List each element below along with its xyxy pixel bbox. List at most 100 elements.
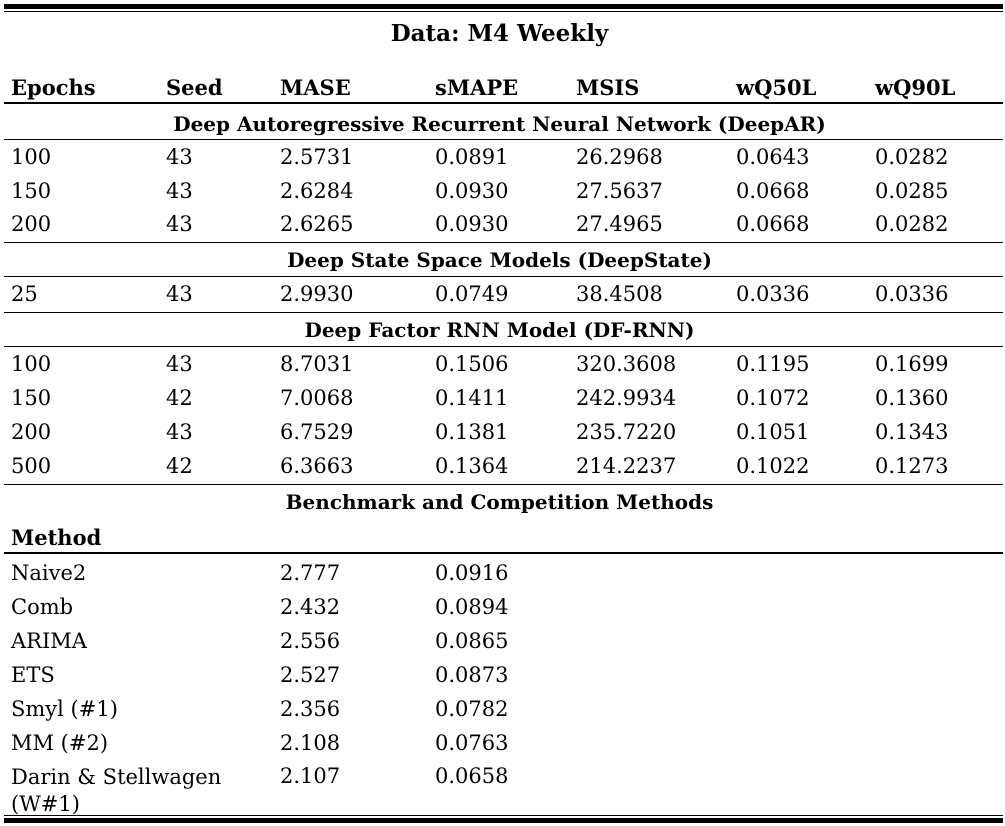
method-name: Smyl (#1) <box>11 697 118 721</box>
section-rule <box>4 312 1003 313</box>
method-header-rule <box>4 552 1003 554</box>
cell: 100 <box>11 145 52 169</box>
table-row: 100 43 2.5731 0.0891 26.2968 0.0643 0.02… <box>0 145 999 177</box>
method-name: MM (#2) <box>11 731 109 755</box>
cell: 6.7529 <box>280 420 354 444</box>
method-name: Naive2 <box>11 561 87 585</box>
method-name: Comb <box>11 595 74 619</box>
cell: 2.432 <box>280 595 341 619</box>
cell: 0.0749 <box>435 282 509 306</box>
section-benchmark-title: Benchmark and Competition Methods <box>285 490 714 514</box>
cell: 2.108 <box>280 731 341 755</box>
cell: 0.1072 <box>736 386 810 410</box>
cell: 43 <box>166 282 193 306</box>
table-row: 100 43 8.7031 0.1506 320.3608 0.1195 0.1… <box>0 352 999 384</box>
section-rule <box>4 484 1003 485</box>
cell: 2.6265 <box>280 212 354 236</box>
cell: 0.0873 <box>435 663 509 687</box>
cell: 2.356 <box>280 697 341 721</box>
cell: 0.0643 <box>736 145 810 169</box>
cell: 242.9934 <box>576 386 677 410</box>
cell: 43 <box>166 420 193 444</box>
cell: 0.0782 <box>435 697 509 721</box>
cell: 200 <box>11 420 52 444</box>
cell: 0.1364 <box>435 454 509 478</box>
top-rule-thick <box>4 4 1003 9</box>
col-smape: sMAPE <box>435 75 519 100</box>
cell: 0.0285 <box>875 179 949 203</box>
cell: 0.0336 <box>736 282 810 306</box>
cell: 0.0282 <box>875 212 949 236</box>
section-deepstate-title: Deep State Space Models (DeepState) <box>287 248 712 272</box>
column-header-row: Epochs Seed MASE sMAPE MSIS wQ50L wQ90L <box>0 75 999 107</box>
cell: 27.4965 <box>576 212 663 236</box>
cell: 2.107 <box>280 764 341 788</box>
method-name: ARIMA <box>11 629 87 653</box>
cell: 43 <box>166 179 193 203</box>
top-rule-thin <box>4 11 1003 12</box>
cell: 150 <box>11 179 52 203</box>
cell: 0.1381 <box>435 420 509 444</box>
section-rule <box>4 139 1003 140</box>
cell: 0.1699 <box>875 352 949 376</box>
table-row: 200 43 6.7529 0.1381 235.7220 0.1051 0.1… <box>0 420 999 452</box>
method-name: Darin & Stellwagen (W#1) <box>11 765 222 816</box>
section-rule <box>4 346 1003 347</box>
table-row: 200 43 2.6265 0.0930 27.4965 0.0668 0.02… <box>0 212 999 244</box>
cell: 0.0916 <box>435 561 509 585</box>
col-wq50l: wQ50L <box>736 75 817 100</box>
cell: 43 <box>166 212 193 236</box>
cell: 0.1360 <box>875 386 949 410</box>
cell: 27.5637 <box>576 179 663 203</box>
cell: 150 <box>11 386 52 410</box>
cell: 0.0865 <box>435 629 509 653</box>
cell: 2.5731 <box>280 145 354 169</box>
cell: 0.0930 <box>435 179 509 203</box>
col-seed: Seed <box>166 75 223 100</box>
section-rule <box>4 276 1003 277</box>
cell: 2.777 <box>280 561 341 585</box>
cell: 0.1022 <box>736 454 810 478</box>
cell: 2.9930 <box>280 282 354 306</box>
cell: 42 <box>166 454 193 478</box>
cell: 0.1343 <box>875 420 949 444</box>
table-row: 25 43 2.9930 0.0749 38.4508 0.0336 0.033… <box>0 282 999 314</box>
cell: 7.0068 <box>280 386 354 410</box>
cell: 0.0763 <box>435 731 509 755</box>
cell: 42 <box>166 386 193 410</box>
cell: 6.3663 <box>280 454 354 478</box>
cell: 25 <box>11 282 38 306</box>
cell: 0.0282 <box>875 145 949 169</box>
col-wq90l: wQ90L <box>875 75 956 100</box>
cell: 2.6284 <box>280 179 354 203</box>
cell: 0.1195 <box>736 352 810 376</box>
table-row: 500 42 6.3663 0.1364 214.2237 0.1022 0.1… <box>0 454 999 486</box>
cell: 43 <box>166 352 193 376</box>
cell: 320.3608 <box>576 352 677 376</box>
table-row: 150 42 7.0068 0.1411 242.9934 0.1072 0.1… <box>0 386 999 418</box>
section-rule <box>4 242 1003 243</box>
cell: 8.7031 <box>280 352 354 376</box>
cell: 2.556 <box>280 629 341 653</box>
cell: 235.7220 <box>576 420 677 444</box>
cell: 0.1506 <box>435 352 509 376</box>
cell: 26.2968 <box>576 145 663 169</box>
cell: 0.0891 <box>435 145 509 169</box>
col-epochs: Epochs <box>11 75 96 100</box>
cell: 38.4508 <box>576 282 663 306</box>
cell: 0.1411 <box>435 386 509 410</box>
table-title: Data: M4 Weekly <box>390 20 609 47</box>
cell: 0.0336 <box>875 282 949 306</box>
bottom-rule-thick <box>4 818 1003 823</box>
cell: 0.1051 <box>736 420 810 444</box>
cell: 0.1273 <box>875 454 949 478</box>
table-row: 150 43 2.6284 0.0930 27.5637 0.0668 0.02… <box>0 179 999 211</box>
cell: 0.0894 <box>435 595 509 619</box>
col-mase: MASE <box>280 75 351 100</box>
cell: 0.0668 <box>736 179 810 203</box>
cell: 214.2237 <box>576 454 677 478</box>
header-rule <box>4 102 1003 104</box>
cell: 100 <box>11 352 52 376</box>
col-msis: MSIS <box>576 75 640 100</box>
cell: 500 <box>11 454 52 478</box>
